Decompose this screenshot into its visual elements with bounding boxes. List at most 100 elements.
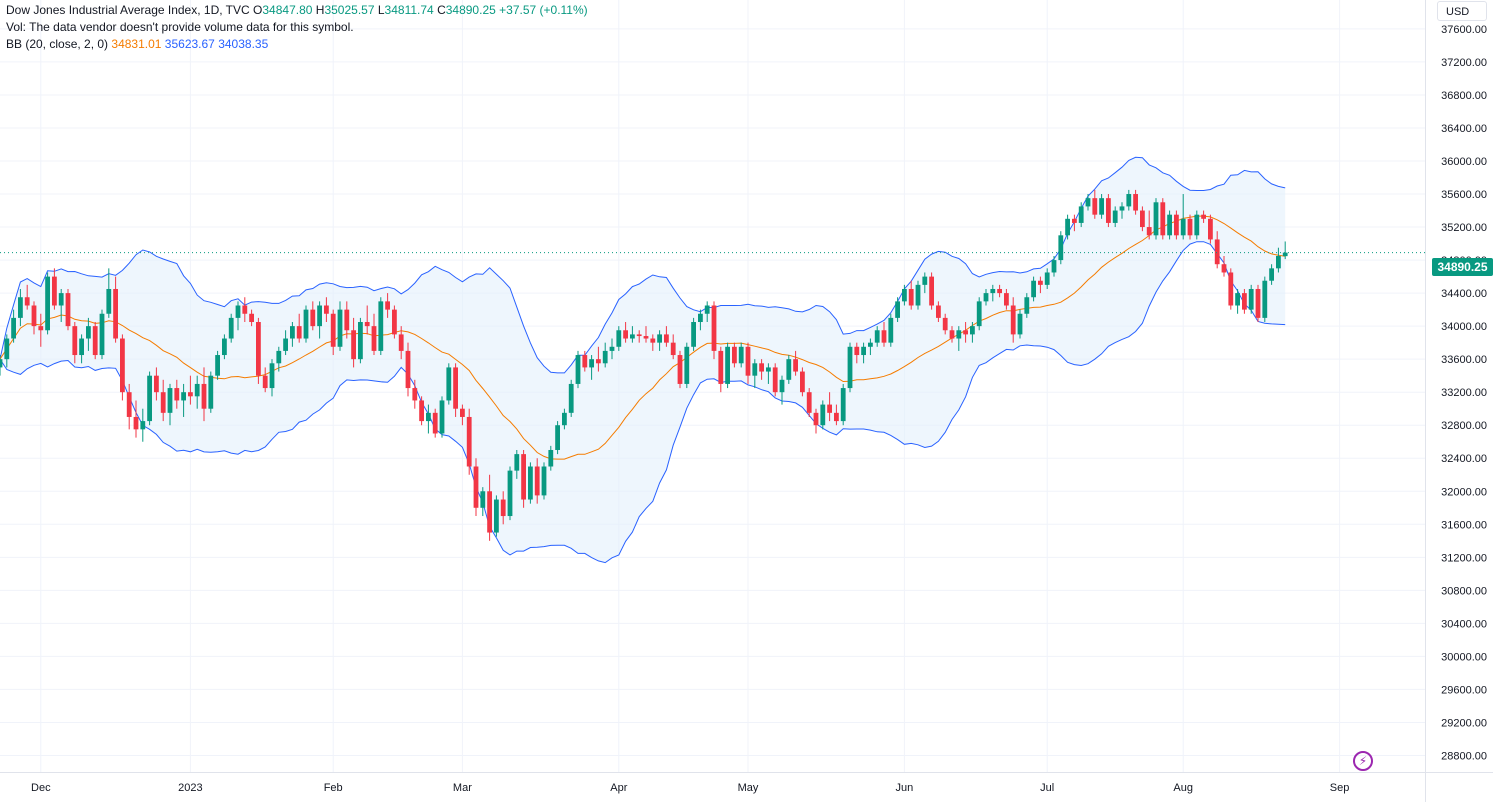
candle [868,338,873,356]
upper-band-line [0,156,1286,374]
candle [1017,309,1023,339]
candle [1214,231,1220,269]
candle-body [936,305,941,318]
candle [351,317,356,368]
candle-body [1106,198,1111,223]
candle-body [745,346,751,376]
candle-body [337,309,343,347]
legend-bb-label: BB (20, close, 2, 0) [6,37,109,51]
candle [874,326,880,347]
candle [11,309,16,343]
candle-body [1167,214,1172,236]
candle-body [895,301,900,318]
candle-body [405,350,411,389]
candle [65,288,71,331]
candle-body [174,388,180,401]
chart-legend: Dow Jones Industrial Average Index, 1D, … [6,2,588,53]
candle [371,313,377,356]
x-tick-label: Dec [31,782,51,794]
candle [276,346,282,372]
candle [494,495,499,537]
y-tick-label: 30400.00 [1441,618,1487,630]
candle-body [609,346,615,351]
basis-line [0,215,1286,460]
candle-body [670,342,676,356]
candle-body [1187,218,1193,236]
candle [521,449,526,508]
candle [854,342,860,364]
y-tick-label: 37200.00 [1441,57,1487,69]
candle [820,400,826,430]
candle [704,301,710,323]
y-tick-label: 34400.00 [1441,288,1487,300]
candle-body [942,317,948,331]
candle [460,404,465,426]
candle-body [514,454,520,471]
candle-body [888,317,894,343]
candle-body [65,293,71,327]
candle [330,309,336,356]
candle-body [548,449,554,467]
candle-body [970,326,975,335]
candle [1038,276,1043,294]
candle-body [718,350,724,384]
candle-body [194,383,200,397]
candle-body [650,338,656,343]
candle-body [806,392,812,413]
candle [256,317,261,384]
candle [487,474,492,541]
candle [58,288,64,323]
candle-body [1208,218,1213,240]
candle-body [732,346,737,364]
candle [548,445,554,471]
candle [534,458,540,504]
candle [1126,189,1132,211]
candle [602,342,608,368]
candle [664,326,669,347]
candle [779,375,785,405]
candle [269,359,275,397]
candle [786,355,792,384]
candle [895,297,900,323]
candle [140,408,146,442]
candle [650,334,656,351]
legend-h-label: H [315,3,325,17]
y-tick-label: 32400.00 [1441,453,1487,465]
candle-body [820,404,826,426]
candle [419,396,424,426]
candle-body [487,491,492,533]
candle [398,326,404,360]
candle [1106,194,1111,228]
candle-body [800,371,805,393]
candle [643,326,649,343]
candle [1051,255,1057,277]
candle [997,284,1002,298]
candle [562,408,567,430]
candle [1248,284,1254,314]
candle [766,363,771,384]
candle-body [133,416,139,430]
y-tick-label: 33600.00 [1441,354,1487,366]
candle-body [1194,214,1200,236]
candle-body [766,367,771,372]
candle-body [1248,288,1254,310]
candle-body [813,412,819,426]
candle [568,379,574,417]
candle [1099,194,1104,219]
candle [337,301,343,351]
candle [1010,297,1016,343]
candle-body [1092,198,1098,215]
candle [473,458,479,517]
candle-body [1099,198,1104,215]
candle-body [997,288,1002,294]
y-tick-label: 33200.00 [1441,387,1487,399]
candle [922,272,928,294]
currency-button[interactable]: USD [1437,1,1487,21]
candle-body [1133,194,1138,211]
legend-open: 34847.80 [262,3,313,17]
candle [222,334,227,360]
lightning-icon[interactable]: ⚡ [1353,751,1373,771]
candle-body [677,355,683,384]
